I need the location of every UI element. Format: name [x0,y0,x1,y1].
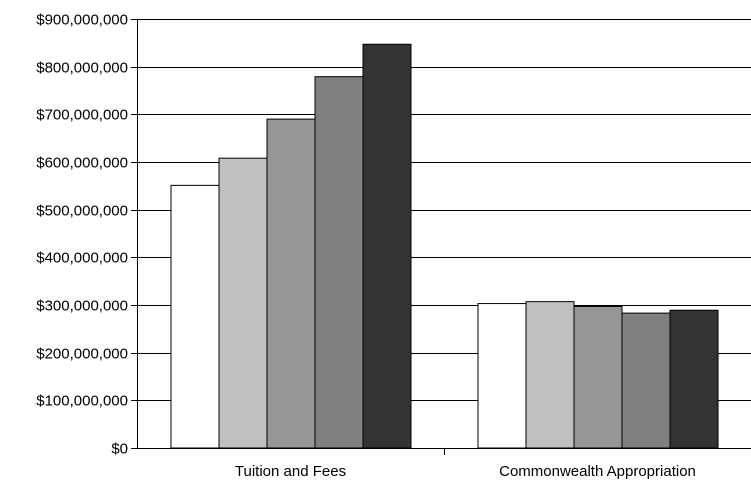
y-tick-label: $200,000,000 [36,346,128,363]
bar [621,312,671,449]
bar [669,309,719,449]
y-tick-label: $400,000,000 [36,250,128,267]
y-tick-labels: $0 $100,000,000 $200,000,000 $300,000,000 $4… [36,12,128,458]
axes [131,19,751,455]
category-label: Commonwealth Appropriation [499,463,696,480]
bar [362,43,412,449]
bar [573,305,623,449]
y-tick-label: $700,000,000 [36,107,128,124]
y-tick-label: $900,000,000 [36,12,128,29]
category-label: Tuition and Fees [235,463,346,480]
bar [266,118,316,449]
y-tick-label: $0 [111,441,128,458]
bars [170,43,719,449]
bar [525,301,575,449]
bar [170,184,220,449]
bar [218,157,268,449]
bar [477,303,527,449]
bar [314,76,364,449]
y-tick-label: $300,000,000 [36,298,128,315]
y-tick-label: $800,000,000 [36,60,128,77]
y-tick-label: $100,000,000 [36,393,128,410]
y-tick-label: $600,000,000 [36,155,128,172]
y-tick-label: $500,000,000 [36,203,128,220]
category-labels: Tuition and Fees Commonwealth Appropriati… [235,463,696,480]
